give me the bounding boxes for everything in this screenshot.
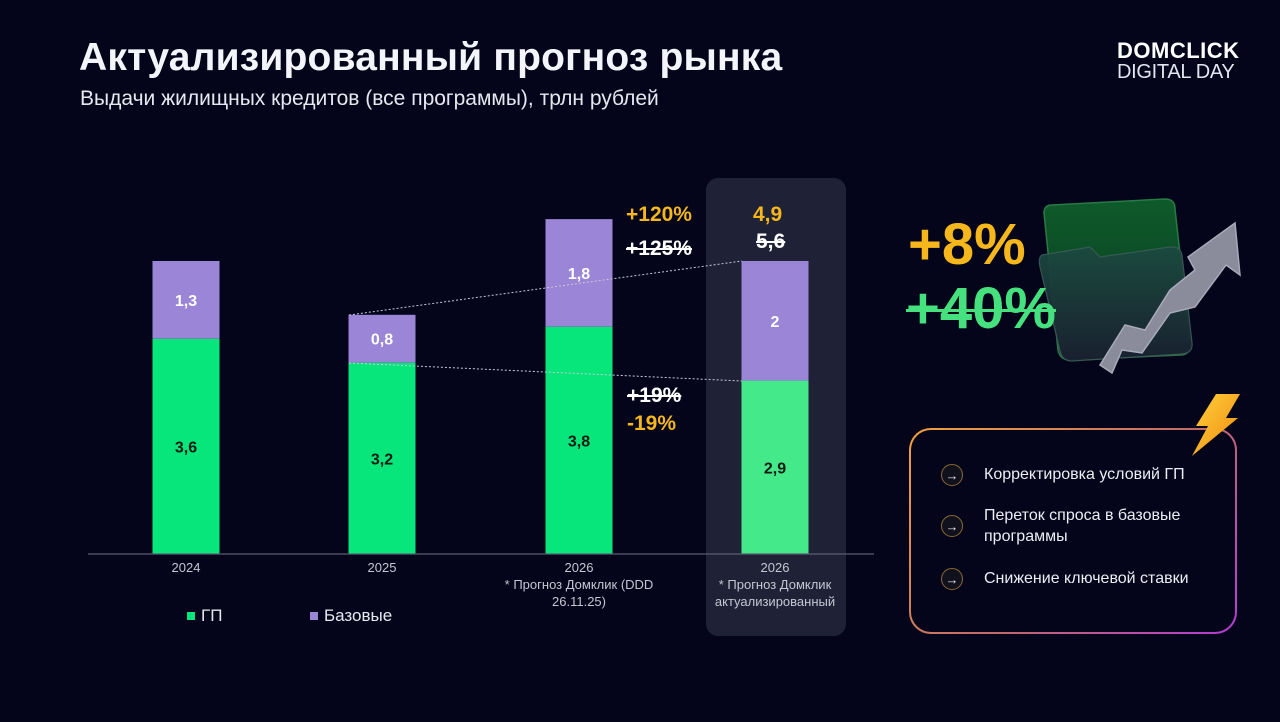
driver-item-label: Снижение ключевой ставки: [984, 570, 1189, 587]
bar-base-label-0: 1,3: [175, 293, 197, 310]
bar-gp-label-2: 3,8: [568, 433, 590, 450]
growth-new-big-value: +8%: [908, 212, 1026, 277]
driver-item: → Снижение ключевой ставки: [941, 568, 1224, 590]
legend-gp-swatch: [187, 612, 195, 620]
x-tick-note: 26.11.25): [552, 594, 606, 609]
logo-line2: DIGITAL DAY: [1117, 61, 1235, 83]
growth-old-big: +40%: [906, 280, 1056, 338]
legend-base-label: Базовые: [324, 606, 393, 625]
x-tick-label: 2024: [172, 560, 201, 575]
bar-gp-1: [348, 362, 416, 554]
bar-base-label-2: 1,8: [568, 266, 590, 283]
total-new: 4,9: [753, 203, 783, 226]
bar-base-1: [348, 314, 416, 363]
x-tick-label: 2025: [368, 560, 397, 575]
growth-gp-old: +19%: [627, 384, 682, 407]
bar-gp-0: [152, 338, 220, 554]
bar-gp-label-1: 3,2: [371, 451, 393, 468]
bar-base-label-3: 2: [771, 314, 780, 331]
stacked-bar-chart: 3,6 1,3 3,2 0,8 3,8 1,8 2,9 2 2024 2025 2026 * Про…: [88, 178, 874, 636]
bar-gp-2: [545, 326, 613, 554]
bar-base-2: [545, 219, 613, 327]
legend-gp-label: ГП: [201, 606, 223, 625]
folder-growth-arrow-illustration: [1038, 198, 1241, 375]
growth-new-big: +8%: [908, 216, 1026, 274]
page-subtitle: Выдачи жилищных кредитов (все программы)…: [80, 87, 659, 110]
lightning-icon: [1192, 394, 1240, 456]
legend-base: Базовые: [310, 606, 392, 626]
driver-item: → Корректировка условий ГП: [941, 464, 1224, 486]
bar-base-label-1: 0,8: [371, 332, 393, 349]
bar-gp-label-3: 2,9: [764, 460, 786, 477]
driver-item-label: Переток спроса в базовые программы: [984, 507, 1181, 545]
bar-base-3: [741, 260, 809, 381]
growth-total-new: +120%: [626, 203, 692, 226]
driver-item-label: Корректировка условий ГП: [984, 466, 1185, 483]
x-tick-note: * Прогноз Домклик: [719, 577, 832, 592]
x-tick-note: * Прогноз Домклик (DDD: [505, 577, 654, 592]
bar-gp-3: [741, 380, 809, 554]
domclick-logo: DOMCLICK DIGITAL DAY: [1117, 38, 1247, 83]
growth-total-old: +125%: [626, 237, 692, 260]
arrow-right-icon: →: [941, 568, 963, 590]
connector-gp: [348, 362, 743, 382]
arrow-right-icon: →: [941, 515, 963, 537]
page-title: Актуализированный прогноз рынка: [79, 36, 783, 79]
x-tick-label: 2026: [761, 560, 790, 575]
x-tick-label: 2026: [565, 560, 594, 575]
legend-gp: ГП: [187, 606, 222, 626]
growth-gp-new: -19%: [627, 412, 677, 435]
legend-base-swatch: [310, 612, 318, 620]
x-tick-note: актуализированный: [715, 594, 835, 609]
drivers-card: → Корректировка условий ГП → Переток спр…: [909, 428, 1237, 634]
total-old: 5,6: [756, 230, 786, 253]
growth-old-big-value: +40%: [906, 276, 1056, 341]
arrow-right-icon: →: [941, 464, 963, 486]
bar-base-0: [152, 260, 220, 339]
logo-line1: DOMCLICK: [1117, 38, 1240, 63]
driver-item: → Переток спроса в базовые программы: [941, 505, 1214, 547]
growth-arrow-icon: [1098, 221, 1241, 375]
bar-gp-label-0: 3,6: [175, 439, 197, 456]
